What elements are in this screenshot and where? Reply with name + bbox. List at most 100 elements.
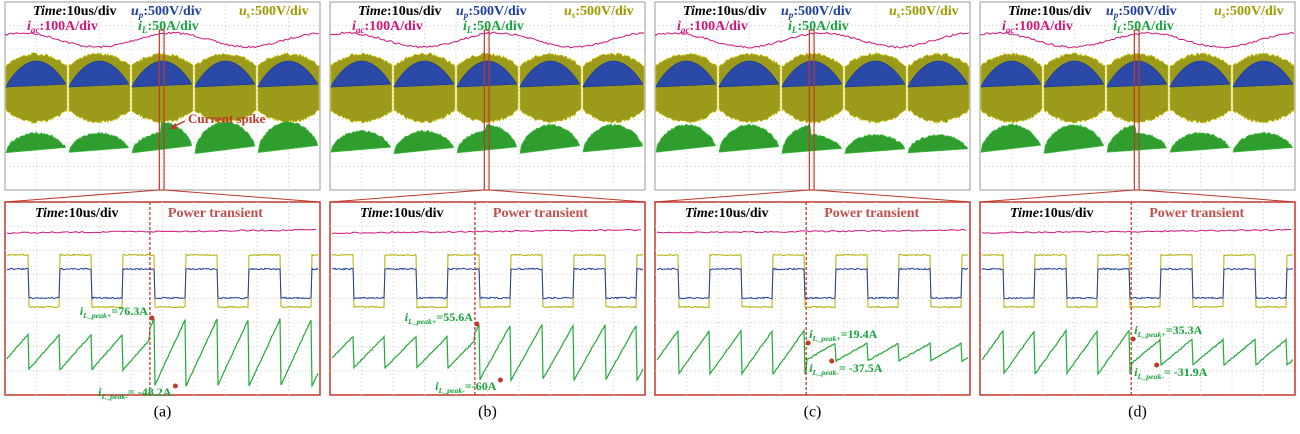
peak-dot (1131, 337, 1136, 342)
label: iL:50A/div (788, 19, 849, 35)
label: us:500V/div (1214, 4, 1284, 20)
label-value: :500V/div (1225, 4, 1283, 19)
label-name: Time (683, 4, 712, 19)
label-sub: ac (31, 25, 40, 35)
label: iL:50A/div (1113, 19, 1174, 35)
label: Time:10us/div (1008, 4, 1092, 19)
label-value: :500V/div (793, 4, 851, 19)
label-symbol: u (564, 4, 572, 19)
label-scale: :10us/div (62, 4, 116, 19)
label-sub: L_peak+ (1137, 330, 1167, 339)
label: Time:10us/div (33, 4, 117, 19)
label-sub: ac (1006, 25, 1015, 35)
label: Time:10us/div (360, 206, 444, 221)
zoom-line (814, 190, 970, 202)
label-scale: :10us/div (1039, 206, 1093, 221)
label-value: =19.4A (841, 327, 878, 341)
event-label: Power transient (168, 206, 263, 221)
peak-dot (1154, 363, 1159, 368)
label-value: :500V/div (1118, 4, 1176, 19)
label-sub: L_peak- (1137, 372, 1165, 381)
label-scale: :10us/div (387, 4, 441, 19)
label-sub: ac (356, 25, 365, 35)
peak-dot (829, 359, 834, 364)
label-sub: ac (681, 25, 690, 35)
zoom-line (1139, 190, 1295, 202)
label: Time:10us/div (683, 4, 767, 19)
label-value: :500V/div (250, 4, 308, 19)
label: Time:10us/div (685, 206, 769, 221)
label-scale: :10us/div (1037, 4, 1091, 19)
zoom-line (5, 190, 159, 202)
label-sub: L_peak+ (82, 311, 112, 320)
label-name: Time (33, 4, 62, 19)
label-scale: :10us/div (389, 206, 443, 221)
peak-dot (173, 384, 178, 389)
event-label: Power transient (493, 206, 588, 221)
label-value: = -37.5A (839, 361, 883, 375)
label-value: :100A/div (1014, 19, 1072, 34)
label-name: Time (1008, 4, 1037, 19)
zoom-line (164, 190, 320, 202)
label-symbol: u (1214, 4, 1222, 19)
page: Time:10us/divup:500V/divus:500V/diviac:1… (0, 0, 1300, 434)
label-name: Time (360, 206, 389, 221)
peak-dot (806, 341, 811, 346)
label-name: Time (685, 206, 714, 221)
label-value: =76.3A (111, 304, 148, 318)
label-value: :500V/div (575, 4, 633, 19)
label-scale: :10us/div (714, 206, 768, 221)
peak-dot (149, 316, 154, 321)
label-value: =35.3A (1166, 323, 1203, 337)
label-sub: L_peak+ (407, 317, 437, 326)
zoom-line (655, 190, 809, 202)
caption: (c) (804, 404, 822, 421)
figure: Time:10us/divup:500V/divus:500V/diviac:1… (0, 0, 1300, 434)
label: us:500V/div (889, 4, 959, 20)
label: Time:10us/div (1010, 206, 1094, 221)
peak-dot (498, 378, 503, 383)
label-value: :500V/div (143, 4, 201, 19)
label-name: Time (358, 4, 387, 19)
label-value: :50A/div (1122, 19, 1173, 34)
label: Time:10us/div (35, 206, 119, 221)
label: us:500V/div (564, 4, 634, 20)
label-scale: :10us/div (64, 206, 118, 221)
label-symbol: u (889, 4, 897, 19)
label-sub: L_peak- (812, 368, 840, 377)
label: iL:50A/div (463, 19, 524, 35)
event-label: Power transient (824, 206, 919, 221)
label-value: :50A/div (147, 19, 198, 34)
label-sub: L_peak+ (812, 334, 842, 343)
label-value: :50A/div (797, 19, 848, 34)
label-value: :100A/div (39, 19, 97, 34)
event-label: Power transient (1149, 206, 1244, 221)
label-symbol: u (456, 4, 464, 19)
label-value: :100A/div (689, 19, 747, 34)
label-value: = -31.9A (1164, 365, 1208, 379)
caption: (b) (478, 404, 497, 421)
label-value: :100A/div (364, 19, 422, 34)
label: Time:10us/div (358, 4, 442, 19)
label-sub: L_peak- (100, 392, 128, 401)
annotation: Current spike (188, 111, 266, 126)
label-scale: :10us/div (712, 4, 766, 19)
zoom-line (980, 190, 1134, 202)
label-sub: L_peak- (437, 386, 465, 395)
label-value: :500V/div (468, 4, 526, 19)
label-symbol: u (781, 4, 789, 19)
caption: (d) (1128, 404, 1147, 421)
label-value: =55.6A (436, 310, 473, 324)
label-name: Time (1010, 206, 1039, 221)
label-symbol: u (131, 4, 139, 19)
label-value: :500V/div (900, 4, 958, 19)
label-name: Time (35, 206, 64, 221)
label-value: = -48.2A (128, 385, 172, 399)
label-symbol: u (239, 4, 247, 19)
label-symbol: u (1106, 4, 1114, 19)
caption: (a) (154, 404, 172, 421)
label-value: :50A/div (472, 19, 523, 34)
zoom-line (489, 190, 645, 202)
label: us:500V/div (239, 4, 309, 20)
zoom-line (330, 190, 484, 202)
